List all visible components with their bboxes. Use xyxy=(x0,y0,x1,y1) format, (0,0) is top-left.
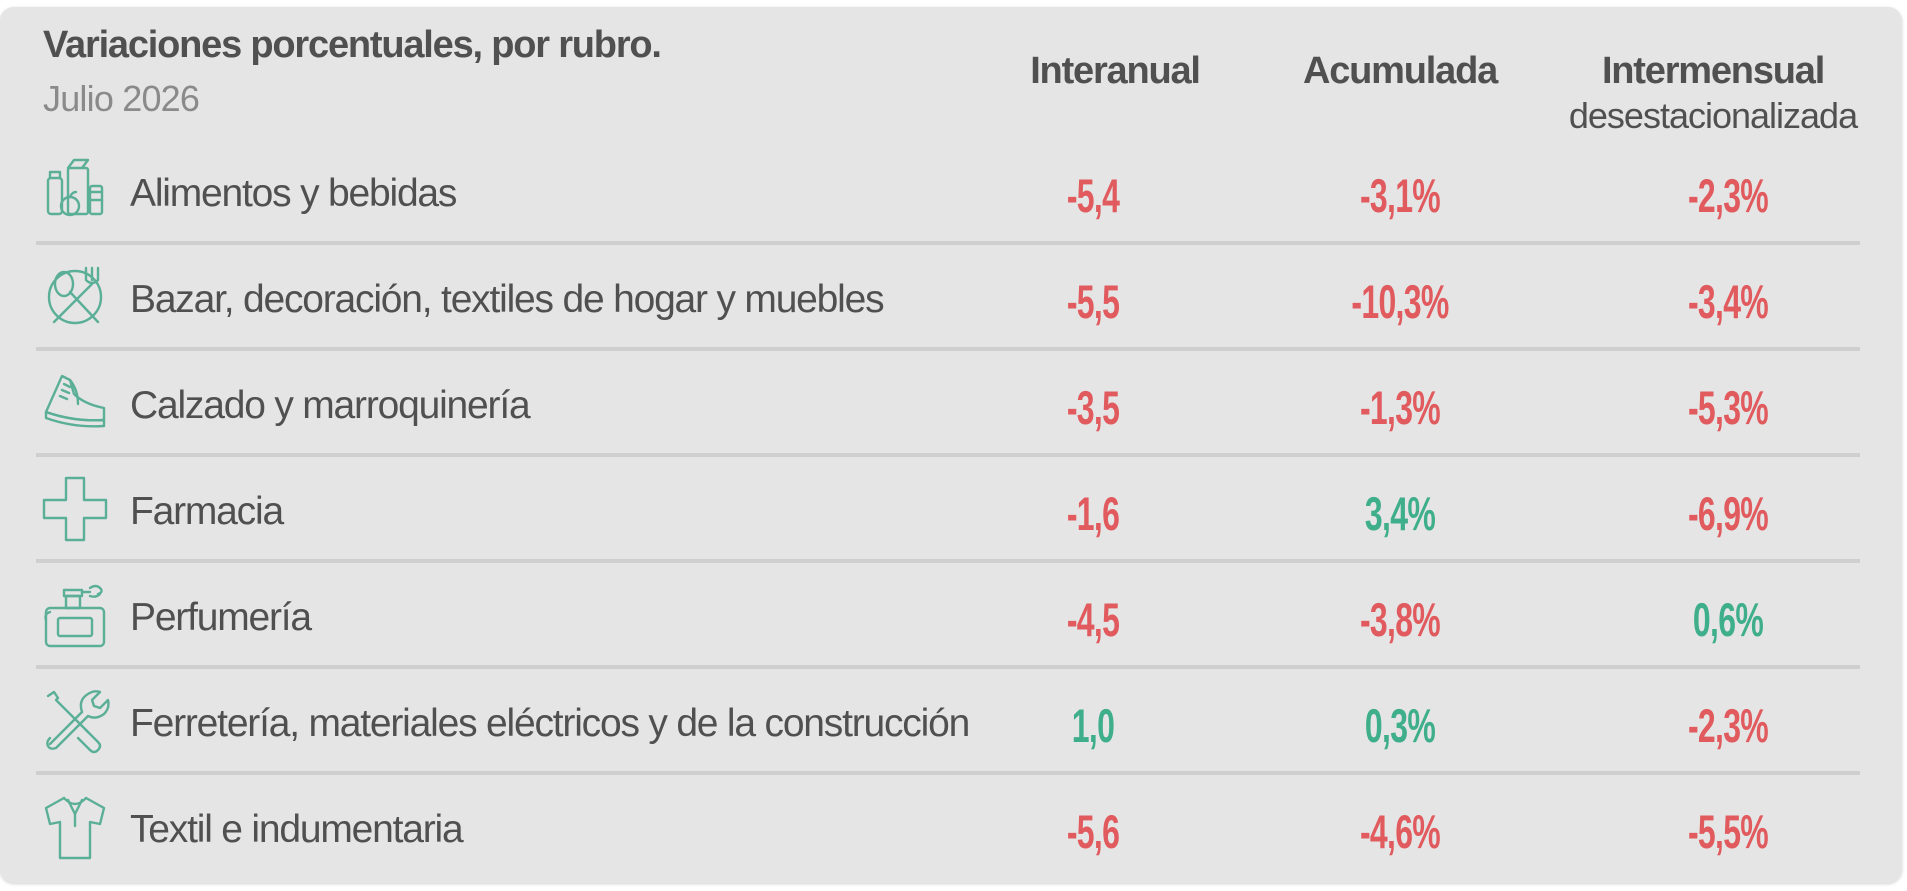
value-acumulada: 0,3% xyxy=(1364,699,1436,752)
table-row: Farmacia -1,6 3,4% -6,9% xyxy=(0,466,1902,570)
value-acumulada: -4,6% xyxy=(1359,805,1441,858)
value-intermensual: -5,3% xyxy=(1687,381,1769,434)
plate-cutlery-icon xyxy=(40,262,110,332)
column-header-intermensual-sub: desestacionalizada xyxy=(1568,95,1858,136)
table-row: Perfumería -4,5 -3,8% 0,6% xyxy=(0,572,1902,676)
column-header-acumulada: Acumulada xyxy=(1302,50,1498,92)
row-divider xyxy=(36,771,1860,775)
value-interanual: -5,5 xyxy=(1066,275,1120,328)
value-acumulada: -1,3% xyxy=(1359,381,1441,434)
table-card xyxy=(0,7,1902,883)
value-intermensual: -5,5% xyxy=(1687,805,1769,858)
row-label: Perfumería xyxy=(130,596,312,639)
value-intermensual: -2,3% xyxy=(1687,699,1769,752)
wrench-screwdriver-icon xyxy=(40,686,110,756)
value-intermensual: -3,4% xyxy=(1687,275,1769,328)
table-row: Calzado y marroquinería -3,5 -1,3% -5,3% xyxy=(0,360,1902,464)
row-label: Textil e indumentaria xyxy=(130,808,464,851)
perfume-bottle-icon xyxy=(40,580,110,650)
value-acumulada: -3,1% xyxy=(1359,169,1441,222)
row-label: Ferretería, materiales eléctricos y de l… xyxy=(130,702,970,745)
value-interanual: -5,4 xyxy=(1066,169,1120,222)
value-intermensual: -2,3% xyxy=(1687,169,1769,222)
value-acumulada: 3,4% xyxy=(1364,487,1436,540)
row-label: Farmacia xyxy=(130,490,284,533)
table-row: Textil e indumentaria -5,6 -4,6% -5,5% xyxy=(0,784,1902,888)
value-intermensual: -6,9% xyxy=(1687,487,1769,540)
value-interanual: -4,5 xyxy=(1066,593,1120,646)
value-interanual: -3,5 xyxy=(1066,381,1120,434)
column-header-interanual: Interanual xyxy=(1030,50,1201,92)
pharmacy-cross-icon xyxy=(40,474,110,544)
table-row: Bazar, decoración, textiles de hogar y m… xyxy=(0,254,1902,358)
value-acumulada: -3,8% xyxy=(1359,593,1441,646)
row-divider xyxy=(36,453,1860,457)
column-header-intermensual: Intermensual xyxy=(1601,50,1825,92)
sneaker-icon xyxy=(40,368,110,438)
row-label: Bazar, decoración, textiles de hogar y m… xyxy=(130,278,885,321)
table-row: Ferretería, materiales eléctricos y de l… xyxy=(0,678,1902,782)
value-acumulada: -10,3% xyxy=(1351,275,1449,328)
table-title: Variaciones porcentuales, por rubro. xyxy=(43,24,662,66)
row-divider xyxy=(36,241,1860,245)
groceries-icon xyxy=(40,156,110,226)
row-divider xyxy=(36,347,1860,351)
value-intermensual: 0,6% xyxy=(1692,593,1764,646)
shirt-icon xyxy=(40,792,110,862)
row-label: Alimentos y bebidas xyxy=(130,172,457,215)
table-subtitle: Julio 2026 xyxy=(43,78,200,119)
value-interanual: -1,6 xyxy=(1066,487,1120,540)
row-label: Calzado y marroquinería xyxy=(130,384,531,427)
value-interanual: 1,0 xyxy=(1071,699,1115,752)
value-interanual: -5,6 xyxy=(1066,805,1120,858)
row-divider xyxy=(36,665,1860,669)
row-divider xyxy=(36,559,1860,563)
table-row: Alimentos y bebidas -5,4 -3,1% -2,3% xyxy=(0,148,1902,252)
